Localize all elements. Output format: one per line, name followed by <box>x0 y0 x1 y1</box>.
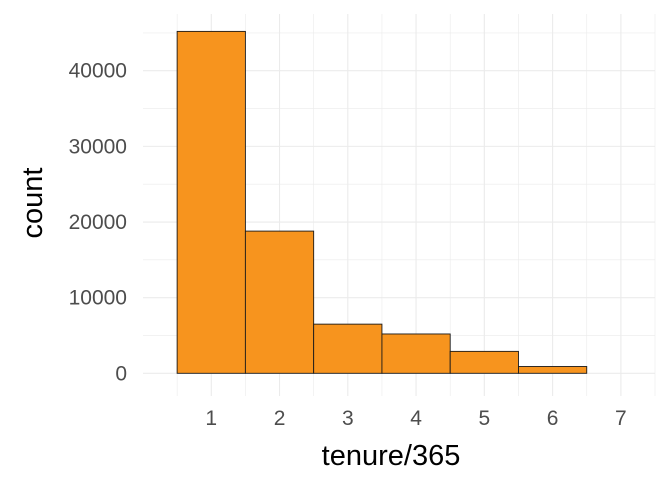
histogram-bar <box>313 323 383 374</box>
histogram-bar <box>518 366 588 374</box>
x-tick-label: 2 <box>274 407 286 430</box>
y-tick-labels: 0 10000 20000 30000 40000 <box>69 60 127 386</box>
histogram-bar <box>449 350 519 374</box>
x-tick-label: 1 <box>205 407 217 430</box>
y-tick-label: 10000 <box>69 287 127 310</box>
histogram-bar <box>381 333 451 374</box>
y-tick-label: 20000 <box>69 211 127 234</box>
x-tick-labels: 1 2 3 4 5 6 7 <box>205 407 626 430</box>
histogram-bar <box>244 230 315 374</box>
x-tick-label: 5 <box>478 407 490 430</box>
y-tick-label: 0 <box>115 362 127 385</box>
x-tick-label: 3 <box>342 407 354 430</box>
bars <box>176 30 588 374</box>
y-tick-label: 40000 <box>69 60 127 83</box>
y-tick-label: 30000 <box>69 135 127 158</box>
x-tick-label: 7 <box>615 407 627 430</box>
x-tick-label: 6 <box>547 407 559 430</box>
y-axis-title: count <box>17 168 49 239</box>
histogram-bar <box>176 30 246 374</box>
x-axis-title: tenure/365 <box>322 440 461 472</box>
x-tick-label: 4 <box>410 407 422 430</box>
